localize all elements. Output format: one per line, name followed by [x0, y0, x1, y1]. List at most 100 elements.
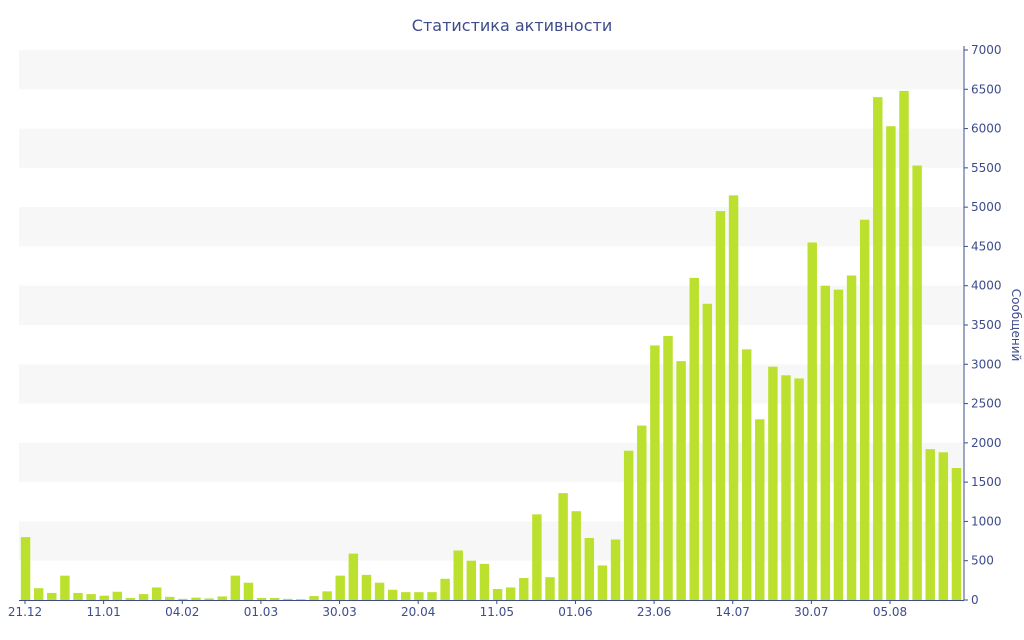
bar [571, 511, 581, 600]
x-tick-label: 11.05 [480, 605, 514, 619]
x-tick-label: 30.07 [794, 605, 828, 619]
bar [728, 195, 739, 601]
y-tick-label: 5500 [971, 161, 1002, 175]
bar [781, 375, 791, 600]
bar [873, 97, 883, 600]
y-axis-label: Сообщений [1009, 289, 1023, 362]
bar [859, 219, 870, 600]
grid-band [19, 521, 963, 561]
bar [178, 598, 188, 600]
y-tick-label: 500 [971, 554, 994, 568]
bar [807, 242, 817, 600]
bar [73, 592, 83, 600]
bar [492, 589, 503, 600]
bar [112, 591, 123, 600]
y-tick-label: 2000 [971, 436, 1002, 450]
bar [414, 592, 424, 600]
bar [230, 575, 241, 600]
bar [938, 452, 949, 600]
grid-band [19, 50, 963, 90]
bar [794, 378, 804, 600]
bar [283, 598, 293, 600]
bar [702, 303, 713, 600]
grid-bands [19, 50, 963, 561]
bar [309, 596, 319, 600]
bar [427, 592, 437, 600]
bar [361, 574, 372, 600]
grid-band [19, 207, 963, 247]
bar [269, 598, 280, 600]
chart-title: Статистика активности [412, 16, 612, 35]
y-tick-label: 3000 [971, 357, 1002, 371]
grid-band [19, 128, 963, 168]
y-tick-label: 4500 [971, 239, 1002, 253]
bar [440, 578, 450, 600]
bar [768, 366, 778, 600]
y-tick-label: 7000 [971, 43, 1002, 57]
bars [20, 90, 962, 601]
bar [243, 582, 254, 600]
bar [217, 596, 227, 600]
y-axis: 0 500 1000 1500 2000 2500 3000 3500 4000 4500 5000… [963, 43, 1002, 607]
bar [33, 588, 44, 600]
x-tick-label: 01.06 [558, 605, 592, 619]
x-tick-label: 04.02 [165, 605, 199, 619]
bar [99, 595, 109, 600]
bar [584, 537, 595, 600]
bar [348, 553, 359, 600]
bar [256, 598, 267, 600]
bar [886, 126, 896, 601]
bar [676, 361, 686, 600]
x-tick-label: 23.06 [637, 605, 671, 619]
bar [401, 592, 411, 600]
bar [951, 468, 962, 600]
bar [20, 537, 31, 600]
bar [558, 493, 568, 600]
bar [453, 550, 463, 600]
y-tick-label: 2500 [971, 397, 1002, 411]
bar [47, 592, 57, 600]
bar [191, 597, 201, 600]
x-tick-label: 05.08 [873, 605, 907, 619]
y-tick-label: 5000 [971, 200, 1002, 214]
grid-band [19, 285, 963, 325]
bar [532, 514, 542, 600]
bar [833, 289, 844, 600]
x-tick-label: 14.07 [716, 605, 750, 619]
y-tick-label: 3500 [971, 318, 1002, 332]
x-tick-label: 21.12 [8, 605, 42, 619]
y-tick-label: 6500 [971, 82, 1002, 96]
bar [466, 560, 477, 600]
bar [925, 449, 935, 600]
bar [650, 345, 660, 600]
bar [374, 582, 385, 600]
bar [715, 211, 726, 600]
y-tick-label: 0 [971, 593, 979, 607]
bar [663, 336, 673, 600]
y-tick-label: 1000 [971, 514, 1002, 528]
bar [610, 539, 621, 600]
y-tick-label: 6000 [971, 122, 1002, 136]
bar [479, 563, 490, 600]
bar [545, 577, 555, 600]
bar [820, 285, 831, 600]
bar [755, 419, 765, 600]
grid-band [19, 442, 963, 483]
bar [741, 349, 752, 600]
y-tick-label: 4000 [971, 279, 1002, 293]
bar [597, 565, 608, 600]
bar [846, 275, 857, 600]
y-tick-label: 1500 [971, 475, 1002, 489]
bar [637, 425, 647, 600]
bar [151, 587, 162, 600]
bar [387, 589, 398, 600]
bar [505, 587, 516, 600]
x-tick-label: 01.03 [244, 605, 278, 619]
bar [86, 594, 96, 600]
bar [125, 598, 136, 600]
bar [296, 599, 306, 600]
bar [519, 578, 529, 600]
bar [138, 594, 149, 600]
bar [204, 598, 214, 600]
